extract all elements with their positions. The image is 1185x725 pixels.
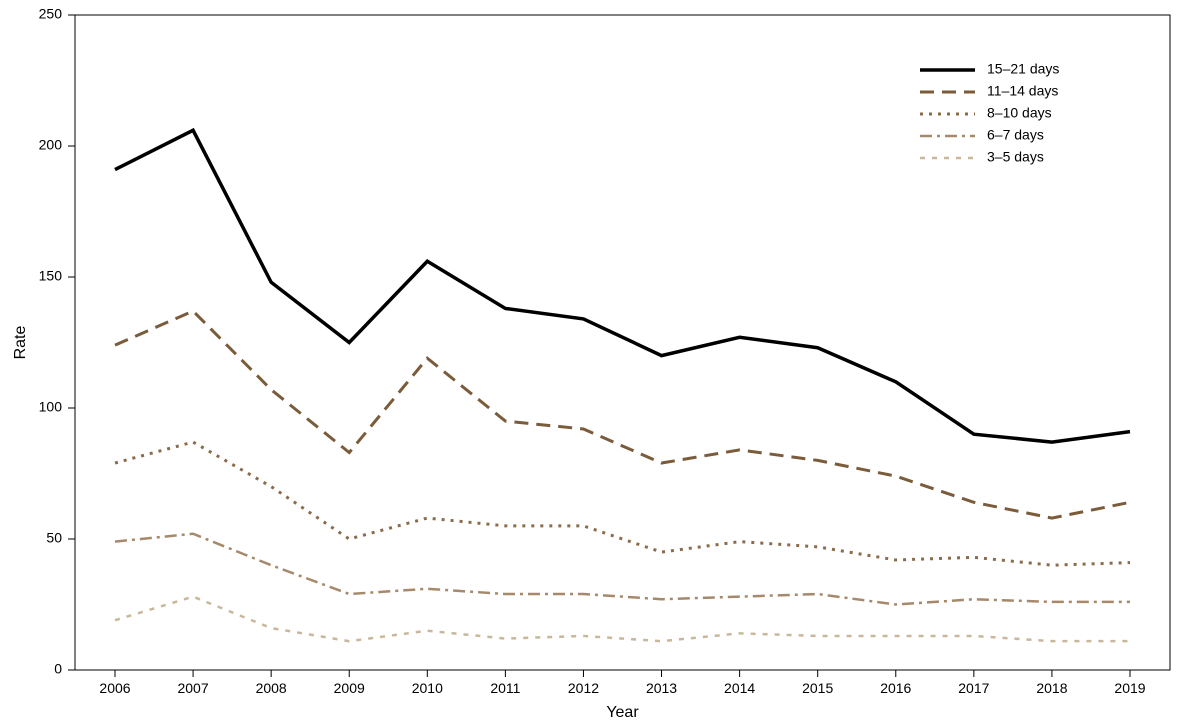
y-tick-label: 150: [39, 268, 63, 284]
y-tick-label: 200: [39, 137, 63, 153]
chart-svg: 0 50 100 150 200 250 Rate 2006 2007 2008 2009 2010 2…: [0, 0, 1185, 725]
x-tick-label: 2008: [256, 680, 287, 696]
x-tick-label: 2011: [490, 680, 520, 696]
x-tick-label: 2017: [958, 680, 989, 696]
y-tick-label: 250: [39, 6, 63, 22]
y-axis-title: Rate: [12, 326, 29, 360]
legend-label: 15–21 days: [987, 61, 1059, 77]
x-tick-label: 2007: [177, 680, 208, 696]
x-tick-label: 2006: [99, 680, 130, 696]
x-axis-title: Year: [606, 704, 639, 721]
x-tick-label: 2010: [412, 680, 443, 696]
x-tick-label: 2015: [802, 680, 833, 696]
y-tick-label: 100: [39, 399, 63, 415]
legend-label: 3–5 days: [987, 149, 1044, 165]
x-tick-label: 2018: [1036, 680, 1067, 696]
x-tick-label: 2009: [334, 680, 365, 696]
y-tick-label: 0: [54, 661, 62, 677]
y-tick-label: 50: [46, 530, 62, 546]
x-tick-label: 2019: [1114, 680, 1145, 696]
x-tick-label: 2013: [646, 680, 677, 696]
x-tick-label: 2012: [568, 680, 599, 696]
legend-label: 11–14 days: [987, 83, 1058, 99]
x-tick-label: 2014: [724, 680, 755, 696]
x-tick-label: 2016: [880, 680, 911, 696]
line-chart: 0 50 100 150 200 250 Rate 2006 2007 2008 2009 2010 2…: [0, 0, 1185, 725]
legend-label: 6–7 days: [987, 127, 1044, 143]
legend-label: 8–10 days: [987, 105, 1052, 121]
